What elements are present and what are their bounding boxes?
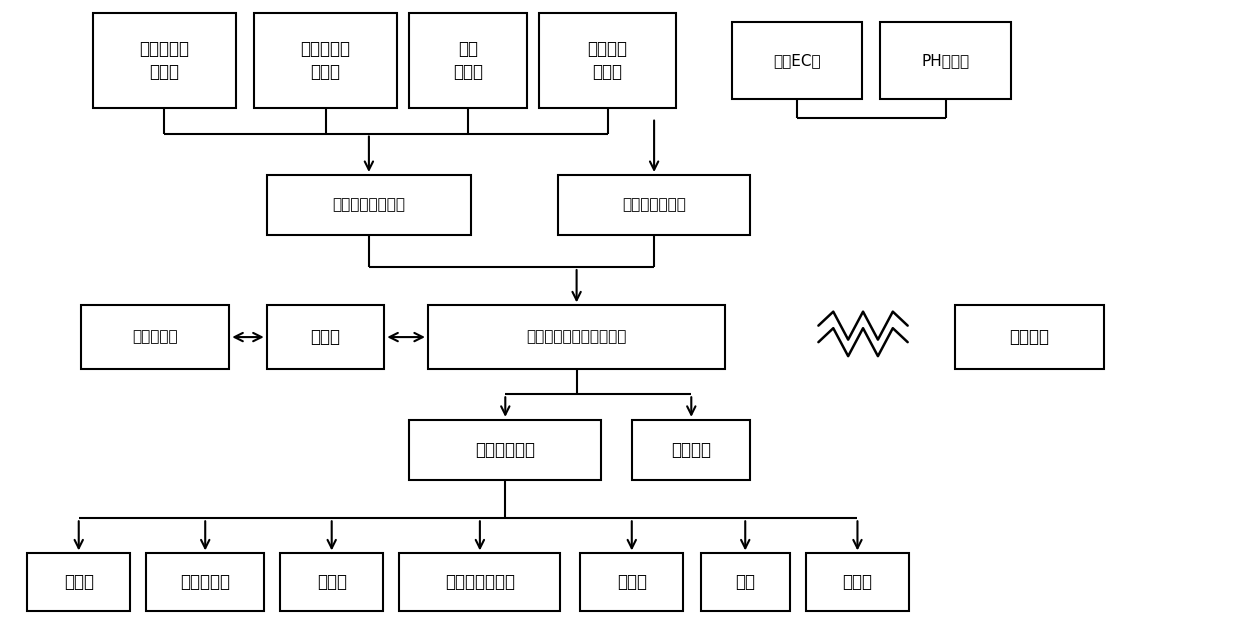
Text: 移动终端: 移动终端 [1009,328,1049,346]
Text: PH传感器: PH传感器 [921,53,970,68]
Text: 土壤温湿度
传感器: 土壤温湿度 传感器 [300,39,351,81]
Text: 光强
传感器: 光强 传感器 [453,39,484,81]
Bar [93,13,236,108]
Text: 控制器（作物调控模型）: 控制器（作物调控模型） [527,329,626,345]
Bar [146,553,264,611]
Text: 温室外环境气象站: 温室外环境气象站 [332,198,405,212]
Bar [267,175,471,235]
Text: 土壤EC计: 土壤EC计 [773,53,821,68]
Bar [27,553,130,611]
Bar [632,420,750,480]
Text: 二氧化碳
传感器: 二氧化碳 传感器 [588,39,627,81]
Bar [280,553,383,611]
Bar [580,553,683,611]
Bar [409,13,527,108]
Text: 云端服务器: 云端服务器 [133,329,177,345]
Text: 上位机: 上位机 [310,328,341,346]
Text: 水帘: 水帘 [735,573,755,591]
Bar [399,553,560,611]
Text: 温室内传感器组: 温室内传感器组 [622,198,686,212]
Text: 空气温湿度
传感器: 空气温湿度 传感器 [139,39,190,81]
Text: 温室设施装备: 温室设施装备 [475,441,536,459]
Text: 放风机: 放风机 [63,573,94,591]
Bar [732,22,862,99]
Text: 水肥一体机: 水肥一体机 [180,573,231,591]
Bar [81,305,229,369]
Bar [880,22,1011,99]
Text: 卷帘机: 卷帘机 [842,573,873,591]
Text: 二氧化碳发生器: 二氧化碳发生器 [445,573,515,591]
Bar [806,553,909,611]
Bar [701,553,790,611]
Bar [428,305,725,369]
Bar [267,305,384,369]
Bar [539,13,676,108]
Bar [254,13,397,108]
Text: 加热器: 加热器 [616,573,647,591]
Bar [955,305,1104,369]
Text: 植保人员: 植保人员 [671,441,712,459]
Text: 补光灯: 补光灯 [316,573,347,591]
Bar [558,175,750,235]
Bar [409,420,601,480]
